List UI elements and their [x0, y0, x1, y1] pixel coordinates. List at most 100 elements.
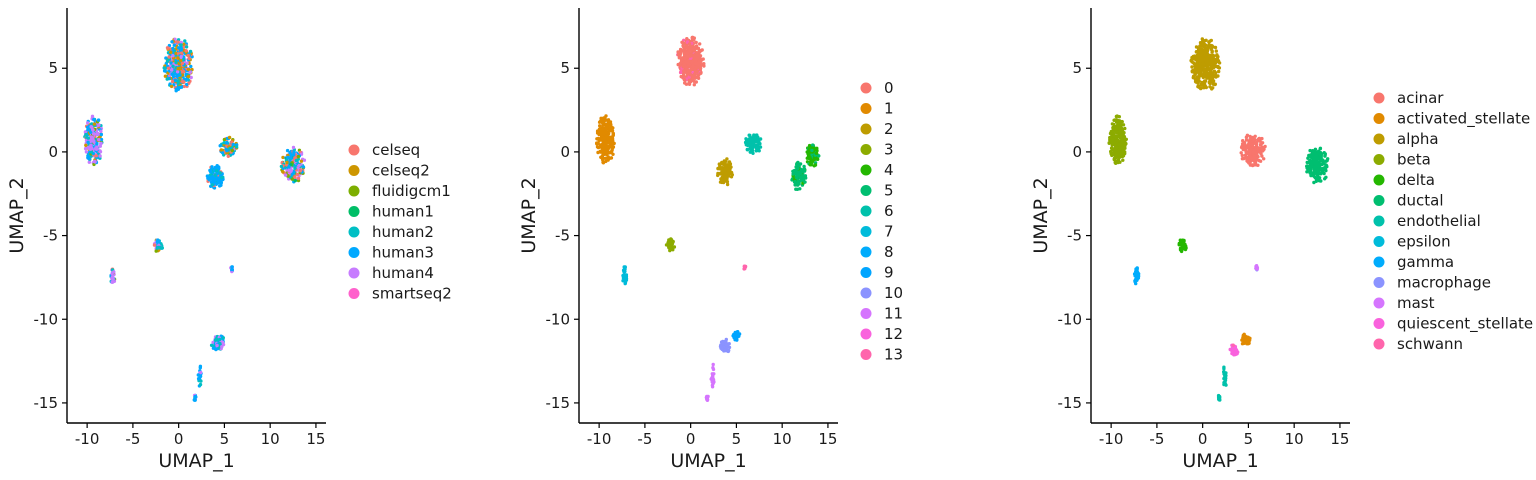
data-point	[1255, 267, 1259, 271]
data-point	[96, 118, 101, 122]
cluster-8	[196, 364, 203, 388]
cluster-7	[209, 334, 226, 352]
legend-label: quiescent_stellate	[1397, 315, 1533, 334]
cluster-10	[229, 265, 234, 274]
data-point	[1231, 343, 1235, 347]
cluster-6	[664, 237, 677, 253]
data-point	[99, 132, 104, 137]
data-point	[166, 46, 170, 50]
data-point	[601, 160, 605, 164]
y-tick-label: 5	[48, 59, 58, 77]
legend-label: acinar	[1397, 89, 1444, 107]
data-point	[94, 147, 99, 151]
legend-label: alpha	[1397, 130, 1439, 148]
data-point	[180, 73, 185, 77]
data-point	[1246, 342, 1250, 346]
data-point	[749, 136, 753, 140]
y-tick-label: -15	[546, 394, 571, 412]
data-point	[721, 339, 725, 344]
data-point	[184, 45, 189, 49]
legend-key	[860, 103, 872, 114]
data-point	[154, 249, 158, 253]
data-point	[680, 49, 685, 53]
data-point	[1123, 141, 1127, 146]
legend-key	[860, 328, 872, 340]
cluster-4	[1177, 238, 1188, 254]
data-point	[601, 151, 605, 155]
data-point	[795, 174, 799, 179]
data-point	[1313, 152, 1318, 156]
data-point	[1321, 158, 1325, 162]
legend-key	[860, 226, 872, 237]
y-tick-label: 5	[1072, 59, 1082, 77]
x-tick-label: 5	[1244, 430, 1254, 448]
data-point	[287, 165, 291, 169]
umap-panel-batch: -10 -5 0 5 10 1550-5-10-15UMAP_1UMAP_2celseqc…	[6, 8, 452, 472]
data-point	[1252, 163, 1256, 167]
data-point	[1178, 248, 1183, 252]
data-point	[1251, 137, 1255, 141]
cluster-6	[1240, 332, 1252, 346]
data-point	[799, 167, 804, 172]
data-point	[210, 165, 214, 169]
legend-label: 8	[884, 243, 894, 261]
data-point	[755, 146, 760, 150]
data-point	[686, 68, 690, 73]
x-tick-label: 0	[1198, 430, 1208, 448]
data-point	[724, 342, 728, 347]
data-point	[279, 164, 284, 169]
data-point	[808, 157, 812, 161]
data-point	[186, 74, 191, 79]
data-point	[1206, 55, 1210, 60]
legend-label: 5	[884, 182, 894, 200]
data-point	[1323, 167, 1327, 171]
data-point	[791, 169, 795, 173]
data-point	[1246, 335, 1250, 339]
cluster-9	[1216, 393, 1222, 402]
data-point	[184, 78, 189, 82]
legend-key	[1373, 133, 1385, 145]
data-point	[84, 150, 89, 154]
legend-label: 4	[884, 161, 894, 179]
data-point	[687, 80, 692, 84]
data-point	[1119, 135, 1123, 139]
data-points	[1107, 37, 1330, 402]
legend-label: 2	[884, 120, 894, 138]
data-point	[171, 74, 176, 79]
data-point	[1207, 74, 1212, 79]
data-point	[1248, 134, 1252, 139]
y-tick-label: -10	[1058, 310, 1083, 328]
cluster-7	[1228, 343, 1240, 357]
data-point	[167, 55, 171, 59]
umap-panel-celltype: -10 -5 0 5 10 1550-5-10-15UMAP_1UMAP_2acinara…	[1030, 8, 1533, 472]
data-point	[670, 241, 675, 246]
data-point	[289, 168, 294, 173]
cluster-3	[1305, 146, 1330, 185]
y-axis-title: UMAP_2	[518, 177, 540, 253]
data-point	[686, 46, 690, 50]
data-point	[170, 68, 174, 72]
data-point	[179, 51, 184, 55]
legend-key	[860, 287, 872, 299]
data-point	[227, 135, 232, 140]
data-point	[84, 143, 88, 147]
cluster-4	[790, 160, 808, 191]
data-point	[1211, 86, 1215, 90]
data-point	[1261, 149, 1265, 153]
data-point	[182, 84, 186, 89]
legend-label: gamma	[1397, 253, 1454, 271]
data-point	[813, 147, 817, 151]
legend-key	[348, 247, 360, 258]
data-point	[596, 150, 600, 155]
legend-key	[1373, 215, 1385, 227]
data-point	[217, 177, 221, 181]
data-point	[705, 396, 709, 401]
data-point	[173, 78, 178, 83]
data-point	[220, 176, 224, 180]
x-tick-label: -10	[75, 430, 100, 448]
umap-panel-cluster: -10 -5 0 5 10 1550-5-10-15UMAP_1UMAP_20123456…	[518, 8, 903, 472]
data-point	[1189, 58, 1193, 63]
data-point	[198, 382, 203, 387]
data-point	[110, 280, 115, 284]
x-tick-label: -10	[1099, 430, 1124, 448]
